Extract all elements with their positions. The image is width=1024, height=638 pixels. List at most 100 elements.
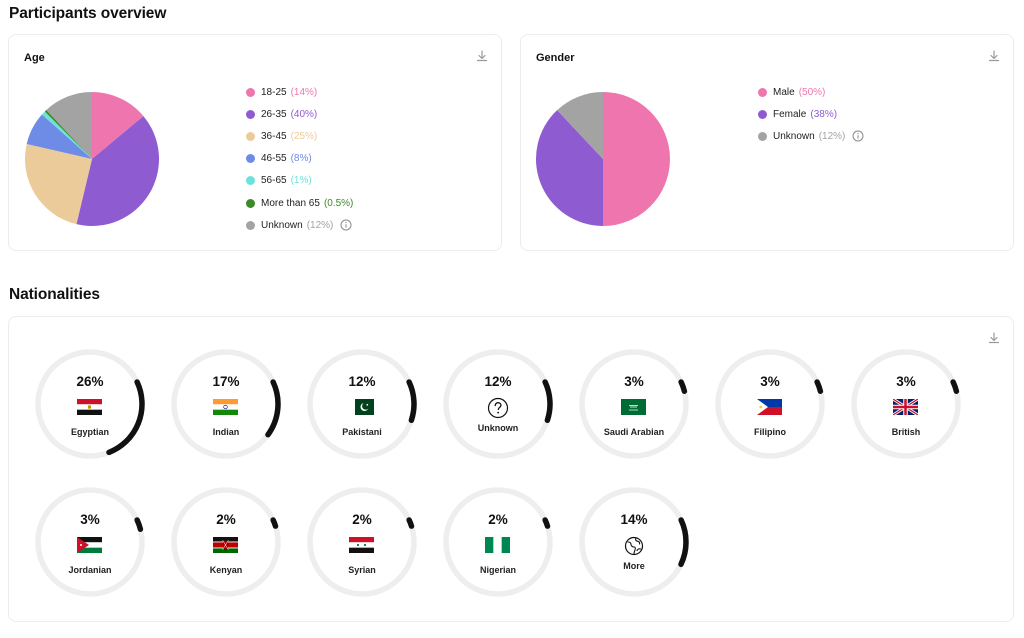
download-icon[interactable] xyxy=(475,49,489,63)
age-legend-item-unknown: Unknown (12%) xyxy=(246,214,353,236)
progress-ring xyxy=(579,487,689,597)
legend-dot xyxy=(246,87,255,97)
legend-label: More than 65 xyxy=(261,197,320,209)
nationality-name: Pakistani xyxy=(342,427,382,437)
progress-ring xyxy=(579,349,689,459)
download-icon[interactable] xyxy=(987,331,1001,345)
nationality-nigerian: 2% Nigerian xyxy=(441,485,555,599)
gender-slice-unknown xyxy=(557,92,603,159)
nationality-name: Jordanian xyxy=(68,565,112,575)
nationality-percent: 12% xyxy=(348,374,376,389)
progress-ring xyxy=(35,349,145,459)
progress-ring-fill xyxy=(678,379,688,394)
legend-dot xyxy=(246,154,255,164)
legend-dot xyxy=(246,198,255,208)
nationality-percent: 14% xyxy=(620,512,648,527)
age-slice-unknown xyxy=(46,92,92,159)
age-slice-more-than-65 xyxy=(44,109,92,159)
gender-pie-chart xyxy=(536,92,670,226)
age-slice-18-25 xyxy=(92,92,144,159)
legend-label: Male xyxy=(773,86,795,98)
nationality-saudi-arabian: 3% Saudi Arabian xyxy=(577,347,691,461)
progress-ring-track xyxy=(851,349,961,459)
progress-ring-track xyxy=(443,487,553,597)
progress-ring xyxy=(171,487,281,597)
progress-ring-fill xyxy=(950,379,960,394)
age-legend-item-18-25: 18-25 (14%) xyxy=(246,81,353,103)
progress-ring-track xyxy=(35,487,145,597)
legend-label: Female xyxy=(773,108,807,120)
gender-legend-item-unknown: Unknown (12%) xyxy=(758,125,864,147)
legend-percent: (14%) xyxy=(290,86,318,98)
info-icon[interactable] xyxy=(852,130,864,142)
nationalities-title: Nationalities xyxy=(9,286,100,303)
nationality-percent: 17% xyxy=(212,374,240,389)
saudi-arabia-flag-icon xyxy=(621,399,646,415)
progress-ring-track xyxy=(307,487,417,597)
nationality-indian: 17% Indian xyxy=(169,347,283,461)
egypt-flag-icon xyxy=(77,399,102,415)
legend-percent: (40%) xyxy=(290,108,318,120)
progress-ring xyxy=(851,349,961,459)
age-card: Age 18-25 (14%) 26-35 (40%) 36-45 (25%) 46-55(… xyxy=(8,34,502,251)
progress-ring-fill xyxy=(814,379,824,394)
nationality-name: Indian xyxy=(212,427,240,437)
age-legend-item-36-45: 36-45 (25%) xyxy=(246,125,353,147)
nationality-jordanian: 3% Jordanian xyxy=(33,485,147,599)
legend-dot xyxy=(758,109,767,119)
legend-percent: (25%) xyxy=(290,130,318,142)
legend-percent: (50%) xyxy=(798,86,826,98)
gender-card-title: Gender xyxy=(536,52,575,64)
legend-dot xyxy=(246,220,255,230)
nationality-name: Kenyan xyxy=(209,565,243,575)
nationality-name: British xyxy=(891,427,921,437)
kenya-flag-icon xyxy=(213,537,238,553)
progress-ring-track xyxy=(715,349,825,459)
download-icon[interactable] xyxy=(987,49,1001,63)
age-pie-chart xyxy=(25,92,159,226)
age-legend-item-56-65: 56-65 (1%) xyxy=(246,170,353,192)
nationality-name: Egyptian xyxy=(70,427,109,437)
info-icon[interactable] xyxy=(340,219,352,231)
progress-ring xyxy=(35,487,145,597)
progress-ring-fill xyxy=(406,379,417,423)
progress-ring xyxy=(171,349,281,459)
nationality-percent: 2% xyxy=(488,512,508,527)
gender-legend-item-female: Female (38%) xyxy=(758,103,864,125)
uk-flag-icon xyxy=(893,399,918,415)
philippines-flag-icon xyxy=(757,399,782,415)
gender-card: Gender Male (50%) Female (38%) Unknown (12%) xyxy=(520,34,1014,251)
gender-legend-item-male: Male (50%) xyxy=(758,81,864,103)
nationality-percent: 3% xyxy=(896,374,916,389)
legend-percent: (8%) xyxy=(290,153,312,165)
legend-percent: (12%) xyxy=(818,130,846,142)
legend-label: 18-25 xyxy=(261,86,287,98)
progress-ring xyxy=(715,349,825,459)
legend-percent: (38%) xyxy=(810,108,838,120)
globe-icon xyxy=(623,535,645,557)
age-legend-item-26-35: 26-35 (40%) xyxy=(246,103,353,125)
progress-ring-fill xyxy=(678,517,689,568)
nationality-filipino: 3% Filipino xyxy=(713,347,827,461)
legend-dot xyxy=(758,131,767,141)
progress-ring-fill xyxy=(270,517,279,529)
nationality-syrian: 2% Syrian xyxy=(305,485,419,599)
nationality-kenyan: 2% Kenyan xyxy=(169,485,283,599)
legend-label: 36-45 xyxy=(261,130,287,142)
legend-label: 46-55 xyxy=(261,153,287,165)
nationality-name: Filipino xyxy=(754,427,786,437)
age-slice-36-45 xyxy=(25,143,92,225)
pakistan-flag-icon xyxy=(349,399,374,415)
nationality-name: Syrian xyxy=(348,565,376,575)
progress-ring-fill xyxy=(542,379,553,423)
nationalities-card: 26% Egyptian 17% Indian 12% Pakistani 12% Unkno… xyxy=(8,316,1014,622)
progress-ring-fill xyxy=(106,379,145,456)
nationality-name: Unknown xyxy=(477,423,519,433)
nigeria-flag-icon xyxy=(485,537,510,553)
nationality-percent: 12% xyxy=(484,374,512,389)
gender-slice-male xyxy=(603,92,670,226)
legend-dot xyxy=(246,176,255,186)
nationality-percent: 3% xyxy=(80,512,100,527)
legend-percent: (1%) xyxy=(290,175,312,187)
age-legend-item-46-55: 46-55 (8%) xyxy=(246,148,353,170)
